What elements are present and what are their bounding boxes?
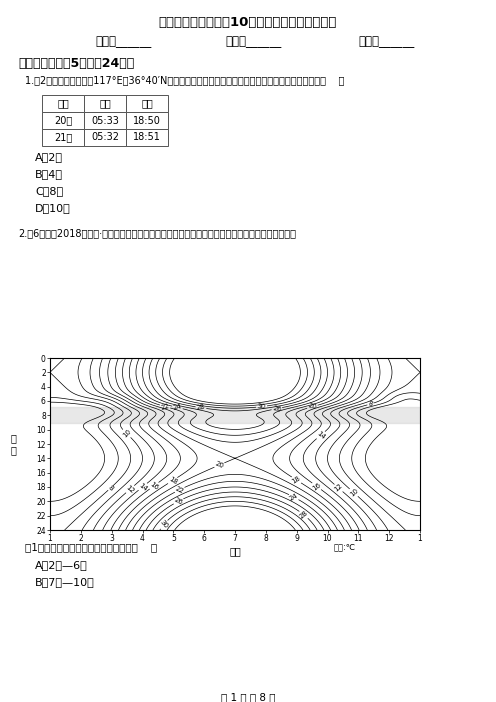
Text: 30: 30: [159, 519, 169, 530]
Text: 18:51: 18:51: [133, 133, 161, 143]
Text: 10: 10: [122, 428, 132, 439]
Text: 21日: 21日: [54, 133, 72, 143]
Text: 2.（6分）（2018高三下·龙岩模拟）下图为某地多年平均的全年日气温变化图，读图完成下列各题。: 2.（6分）（2018高三下·龙岩模拟）下图为某地多年平均的全年日气温变化图，读…: [18, 228, 296, 238]
Text: B．7时—10时: B．7时—10时: [35, 577, 95, 587]
Text: 姓名：______: 姓名：______: [95, 35, 151, 48]
Text: 日出: 日出: [99, 98, 111, 109]
Text: D．10月: D．10月: [35, 203, 71, 213]
Text: C．8月: C．8月: [35, 186, 63, 196]
Text: 12: 12: [125, 484, 135, 494]
Text: 8: 8: [368, 400, 373, 407]
Text: 24: 24: [289, 492, 299, 502]
Text: 20日: 20日: [54, 116, 72, 126]
Text: 20: 20: [214, 461, 225, 470]
Text: 26: 26: [173, 496, 184, 506]
Text: 日期: 日期: [57, 98, 69, 109]
Text: 10: 10: [348, 487, 359, 498]
Text: 30: 30: [257, 403, 266, 410]
Text: 16: 16: [149, 481, 160, 491]
Text: 22: 22: [160, 402, 170, 411]
Text: 第 1 页 共 8 页: 第 1 页 共 8 页: [221, 692, 275, 702]
Text: 18: 18: [167, 475, 178, 486]
Text: 05:33: 05:33: [91, 116, 119, 126]
Bar: [84, 95, 126, 112]
Text: 20: 20: [307, 403, 317, 411]
Text: A．2时—6时: A．2时—6时: [35, 560, 88, 570]
Text: A．2月: A．2月: [35, 152, 63, 162]
Text: 18:50: 18:50: [133, 116, 161, 126]
Bar: [126, 112, 168, 129]
Text: 26: 26: [272, 405, 282, 413]
Text: 22: 22: [175, 485, 185, 494]
Bar: [42, 95, 84, 112]
Bar: [84, 129, 126, 146]
Bar: [42, 112, 84, 129]
Y-axis label: 时
间: 时 间: [10, 433, 16, 455]
Text: 28: 28: [196, 404, 206, 411]
Text: 28: 28: [298, 510, 309, 519]
Text: 12: 12: [333, 483, 344, 494]
Text: 广西高二上学期地理10月月考文科综合地理试卷: 广西高二上学期地理10月月考文科综合地理试卷: [159, 16, 337, 29]
Text: 18: 18: [291, 475, 302, 485]
Text: 14: 14: [315, 430, 326, 440]
Text: 单位:℃: 单位:℃: [334, 543, 356, 552]
Text: 16: 16: [311, 481, 322, 491]
Bar: [126, 95, 168, 112]
Text: 1.（2分）下表为济南（117°E，36°40′N）某月的日出日落时间（北京时间），据此判断该月可能是（    ）: 1.（2分）下表为济南（117°E，36°40′N）某月的日出日落时间（北京时间…: [25, 75, 344, 85]
Text: （1）该地气温变化幅度最小的时段为（    ）: （1）该地气温变化幅度最小的时段为（ ）: [25, 542, 157, 552]
Text: 05:32: 05:32: [91, 133, 119, 143]
Text: 成绩：______: 成绩：______: [358, 35, 414, 48]
Text: 日落: 日落: [141, 98, 153, 109]
X-axis label: 月份: 月份: [229, 546, 241, 556]
Text: 14: 14: [137, 482, 148, 492]
Text: 24: 24: [173, 404, 183, 411]
Bar: [126, 129, 168, 146]
Bar: [84, 112, 126, 129]
Text: B．4月: B．4月: [35, 169, 63, 179]
Bar: [50, 406, 420, 423]
Text: 8: 8: [107, 484, 114, 491]
Text: 班级：______: 班级：______: [225, 35, 281, 48]
Bar: [42, 129, 84, 146]
Text: 一、选择题（共5题；共24分）: 一、选择题（共5题；共24分）: [18, 57, 134, 70]
